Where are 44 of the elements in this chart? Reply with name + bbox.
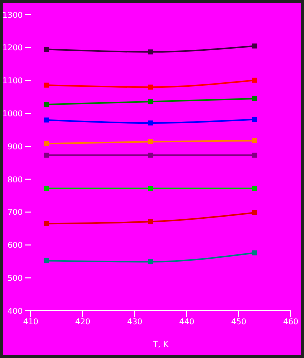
x-tick-label: 460 bbox=[283, 318, 299, 327]
point bbox=[148, 50, 154, 55]
point bbox=[148, 99, 154, 104]
point bbox=[252, 117, 258, 122]
point bbox=[148, 219, 154, 224]
y-tick-label: 1100 bbox=[2, 76, 23, 86]
y-tick-label: 700 bbox=[8, 208, 23, 218]
y-tick-label: 900 bbox=[8, 142, 23, 152]
point bbox=[252, 44, 258, 49]
x-axis-title: T, K bbox=[152, 340, 170, 349]
point bbox=[148, 84, 154, 90]
point bbox=[44, 258, 50, 264]
point bbox=[148, 120, 154, 126]
point bbox=[252, 250, 258, 256]
y-tick-label: 400 bbox=[8, 306, 23, 316]
point bbox=[44, 141, 50, 146]
point bbox=[44, 186, 50, 192]
y-tick-label: 800 bbox=[8, 175, 23, 184]
x-tick-label: 420 bbox=[75, 318, 91, 327]
x-tick-label: 450 bbox=[231, 318, 247, 327]
point bbox=[252, 152, 258, 158]
y-tick-label: 1300 bbox=[2, 10, 23, 20]
x-tick-label: 430 bbox=[127, 318, 143, 327]
point bbox=[44, 82, 50, 88]
y-tick-label: 1200 bbox=[2, 44, 23, 53]
point bbox=[44, 47, 50, 52]
point bbox=[148, 139, 154, 144]
point bbox=[252, 138, 258, 144]
point bbox=[148, 186, 154, 192]
point bbox=[252, 96, 258, 102]
point bbox=[148, 152, 154, 158]
point bbox=[44, 221, 50, 226]
point bbox=[44, 152, 50, 158]
point bbox=[252, 186, 258, 192]
point bbox=[148, 259, 154, 264]
y-tick-label: 600 bbox=[8, 241, 23, 250]
point bbox=[44, 118, 50, 123]
x-tick-label: 440 bbox=[179, 318, 195, 327]
point bbox=[252, 210, 258, 216]
point bbox=[44, 102, 50, 108]
x-tick-label: 410 bbox=[23, 318, 39, 327]
point bbox=[252, 78, 258, 83]
y-tick-label: 500 bbox=[8, 274, 23, 283]
y-tick-label: 1000 bbox=[2, 110, 23, 119]
